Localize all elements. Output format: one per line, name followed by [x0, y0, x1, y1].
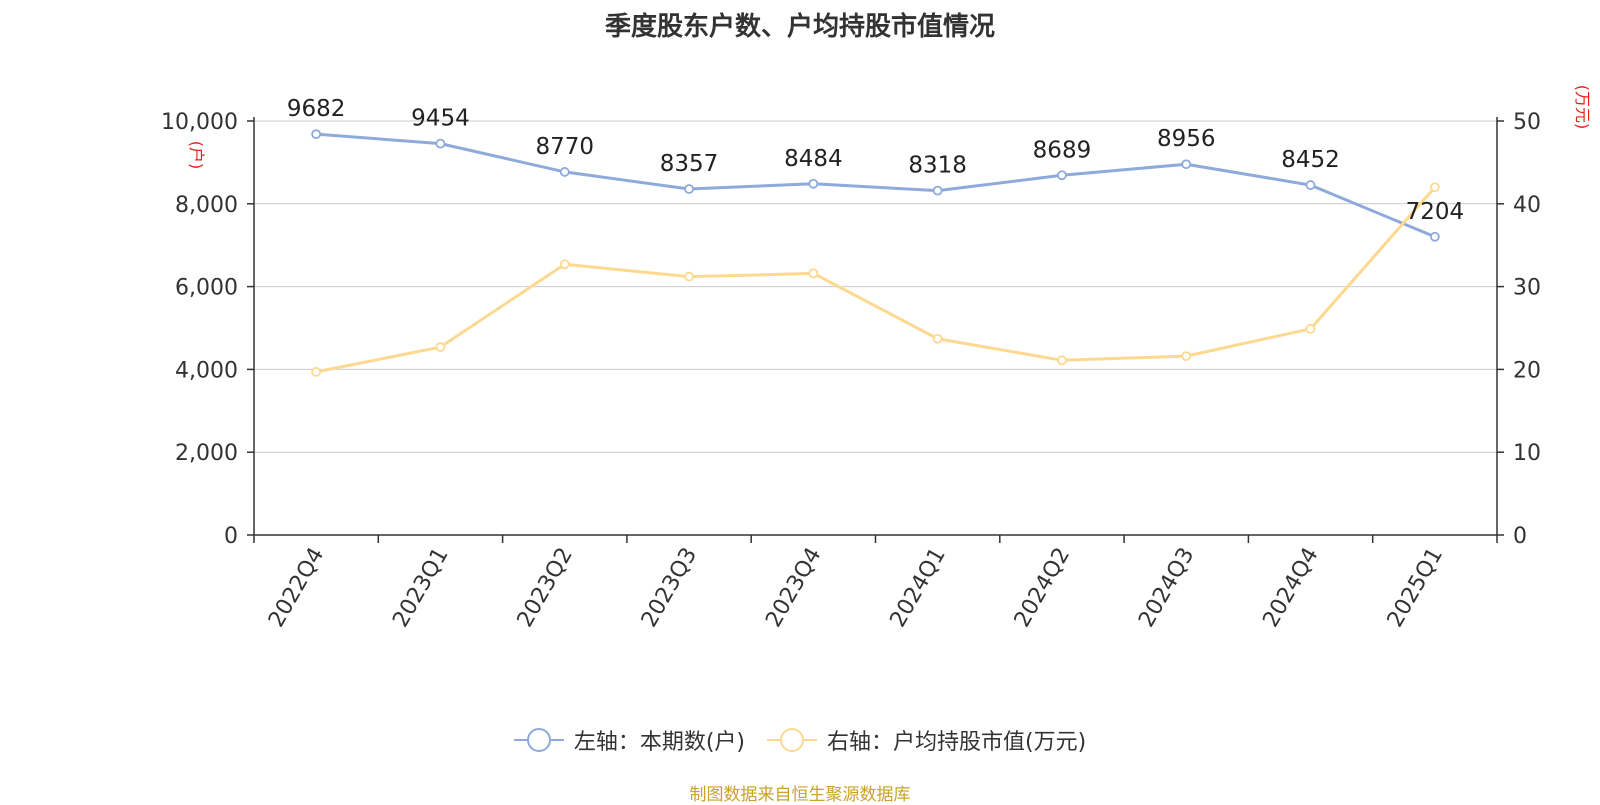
data-point[interactable]	[1429, 182, 1440, 193]
legend-item-right-series[interactable]: 右轴：户均持股市值(万元)	[767, 724, 1086, 756]
left-tick-label: 0	[224, 524, 238, 549]
x-tick-label: 2023Q4	[761, 544, 826, 632]
data-label: 8357	[660, 151, 719, 177]
data-label: 8956	[1157, 126, 1216, 152]
legend-swatch-icon	[767, 727, 817, 753]
chart-title: 季度股东户数、户均持股市值情况	[604, 12, 995, 42]
data-label: 7204	[1406, 199, 1465, 225]
legend: 左轴：本期数(户) 右轴：户均持股市值(万元)	[0, 724, 1600, 756]
x-tick-label: 2023Q1	[388, 544, 453, 632]
legend-label: 左轴：本期数(户)	[573, 730, 745, 755]
x-tick-label: 2024Q1	[886, 544, 951, 632]
legend-swatch-icon	[513, 727, 564, 753]
right-axis-unit: (万元)	[1573, 85, 1592, 130]
data-label: 8770	[535, 134, 594, 160]
data-point[interactable]	[1057, 355, 1067, 366]
data-point[interactable]	[559, 167, 570, 177]
left-tick-label: 2,000	[175, 441, 238, 466]
right-tick-label: 40	[1513, 193, 1541, 218]
data-label: 8689	[1033, 137, 1092, 163]
data-point[interactable]	[684, 271, 694, 282]
legend-label: 右轴：户均持股市值(万元)	[827, 730, 1087, 755]
left-tick-label: 8,000	[175, 193, 238, 218]
data-point[interactable]	[311, 129, 322, 140]
data-point[interactable]	[1181, 159, 1192, 170]
data-point[interactable]	[932, 333, 943, 344]
left-tick-label: 10,000	[161, 110, 238, 135]
axes: 0 0 2,000 10 4,000 20 6,000 30 8,000 40 10,000 50 20…	[161, 110, 1541, 632]
right-tick-label: 10	[1513, 441, 1541, 466]
right-tick-label: 0	[1513, 524, 1527, 549]
data-label: 8318	[908, 153, 967, 179]
data-label: 8452	[1281, 147, 1340, 173]
data-label: 9454	[411, 106, 470, 132]
data-labels: 9682 9454 8770 8357 8484 8318 8689 8956 8452 7204	[287, 96, 1464, 225]
data-point[interactable]	[435, 138, 446, 149]
x-tick-label: 2024Q3	[1134, 544, 1199, 632]
x-tick-label: 2024Q2	[1010, 544, 1075, 632]
data-point[interactable]	[808, 268, 819, 279]
data-point[interactable]	[559, 259, 570, 270]
left-axis-unit: (户)	[187, 141, 206, 170]
x-tick-label: 2025Q1	[1383, 544, 1448, 632]
data-point[interactable]	[435, 342, 446, 352]
right-tick-label: 30	[1513, 276, 1541, 301]
data-point[interactable]	[1305, 180, 1316, 190]
right-tick-label: 50	[1513, 110, 1541, 135]
data-point[interactable]	[1181, 351, 1192, 362]
data-point[interactable]	[1057, 170, 1067, 181]
data-point[interactable]	[1429, 231, 1440, 242]
series	[311, 129, 1440, 377]
data-point[interactable]	[684, 184, 694, 194]
data-point[interactable]	[808, 178, 819, 189]
x-tick-label: 2022Q4	[264, 544, 329, 632]
data-label: 8484	[784, 146, 843, 172]
legend-item-left-series[interactable]: 左轴：本期数(户)	[513, 724, 745, 756]
x-tick-label: 2023Q3	[637, 544, 702, 632]
left-tick-label: 6,000	[175, 276, 238, 301]
data-label: 9682	[287, 96, 346, 122]
data-point[interactable]	[311, 366, 322, 377]
source-note: 制图数据来自恒生聚源数据库	[689, 785, 911, 805]
series-line-right	[315, 186, 1436, 374]
grid-lines	[254, 120, 1497, 453]
right-tick-label: 20	[1513, 358, 1541, 383]
series-line-left	[316, 132, 1436, 239]
left-tick-label: 4,000	[175, 358, 238, 383]
data-point[interactable]	[932, 185, 943, 196]
x-tick-label: 2023Q2	[513, 544, 578, 632]
x-tick-label: 2024Q4	[1258, 544, 1323, 632]
data-point[interactable]	[1305, 323, 1316, 334]
